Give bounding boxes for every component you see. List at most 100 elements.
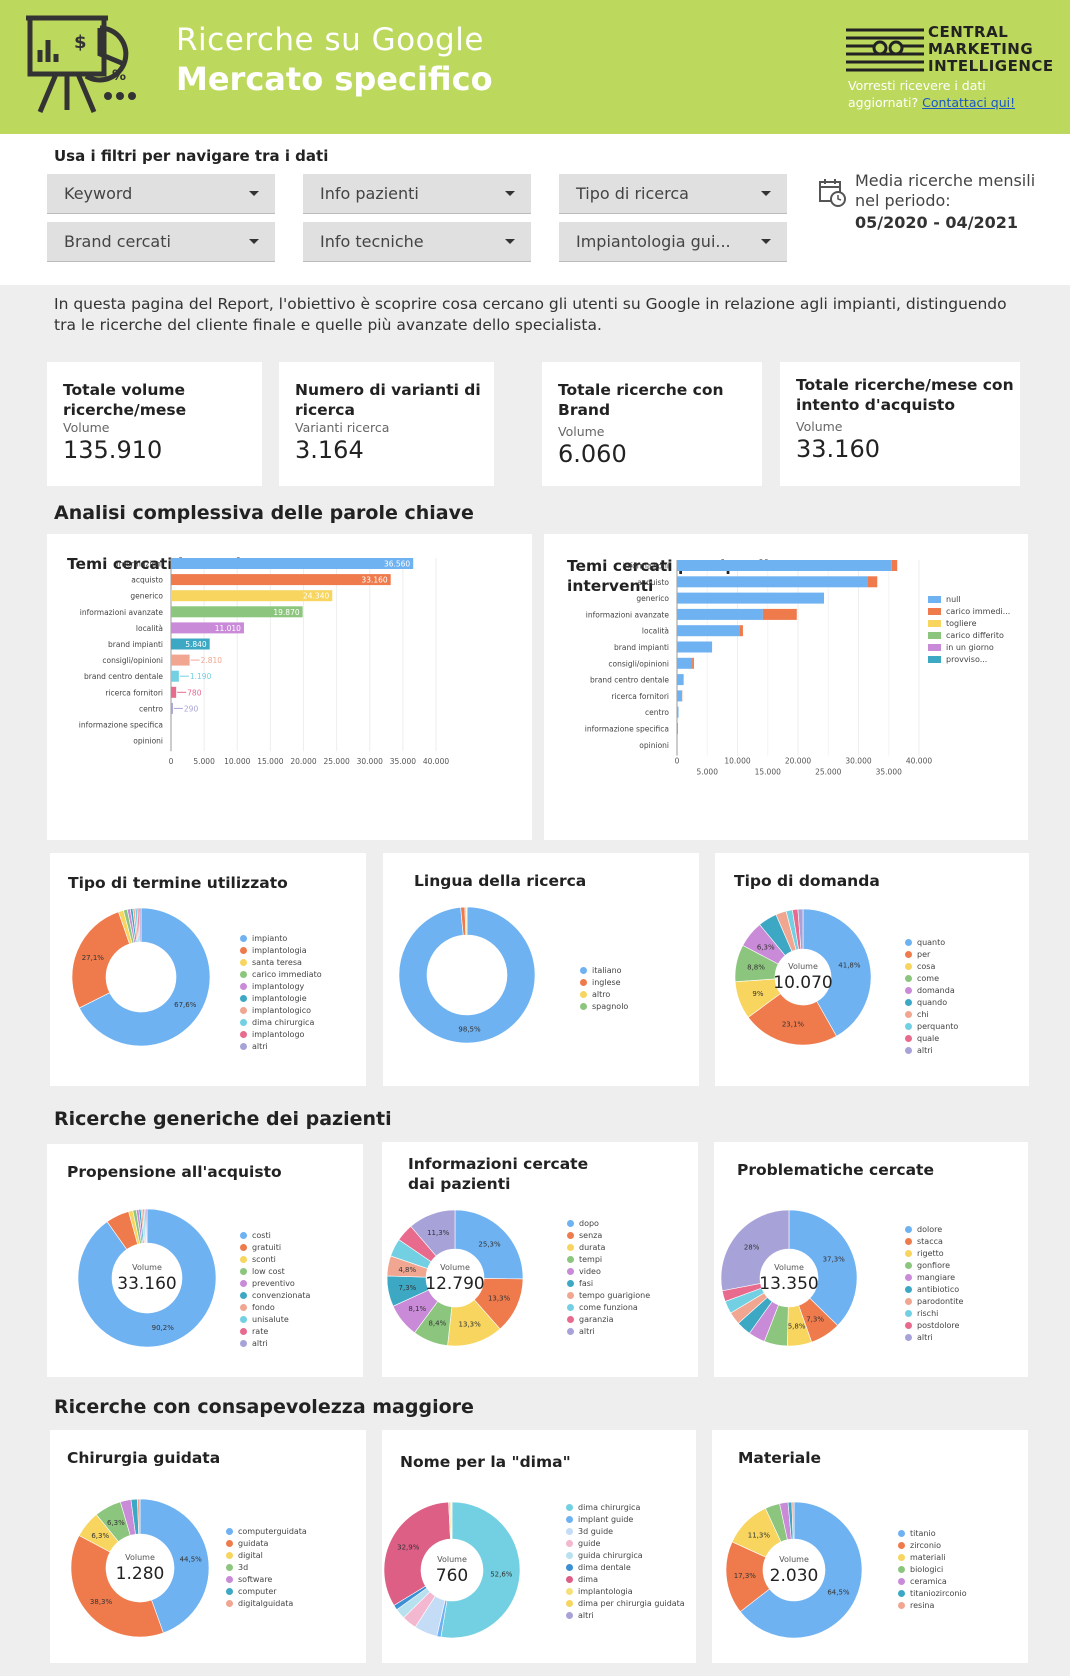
stacked-bar-segment	[739, 625, 743, 637]
legend-item: carico immedi...	[928, 606, 1023, 618]
legend-swatch	[928, 644, 941, 651]
legend-swatch	[566, 1528, 573, 1535]
category-label: consigli/opinioni	[608, 659, 669, 668]
legend-label: dima chirurgica	[252, 1018, 315, 1027]
category-label: brand impianti	[614, 643, 669, 652]
category-label: brand centro dentale	[84, 672, 163, 681]
legend-item: low cost	[240, 1266, 360, 1278]
section-title: Ricerche generiche dei pazienti	[54, 1108, 392, 1130]
legend-item: 3d	[226, 1562, 356, 1574]
legend-label: impianto	[252, 934, 288, 943]
stacked-bar-segment	[677, 657, 693, 669]
legend-item: guide	[566, 1538, 691, 1550]
intro-text: In questa pagina del Report, l'obiettivo…	[54, 295, 1007, 334]
slice-percent-label: 17,3%	[734, 1572, 757, 1580]
x-tick-label: 15.000	[755, 768, 781, 777]
x-tick-label: 40.000	[906, 757, 932, 766]
bar	[171, 590, 333, 602]
legend-swatch	[905, 939, 912, 946]
contact-cta: Vorresti ricevere i dati aggiornati? Con…	[848, 77, 1048, 111]
bar-value-label: 780	[187, 688, 202, 697]
legend-label: altro	[592, 990, 611, 999]
legend-swatch	[898, 1566, 905, 1573]
legend-label: dima chirurgica	[578, 1503, 641, 1512]
legend-item: ceramica	[898, 1576, 1023, 1588]
filter-impiantologia[interactable]: Impiantologia gui...	[559, 222, 787, 262]
bar-value-label: 24.340	[303, 592, 329, 601]
chart-title: Chirurgia guidata	[67, 1449, 221, 1467]
legend-swatch	[905, 1226, 912, 1233]
donut-slice	[720, 1209, 790, 1292]
legend-swatch	[240, 1304, 247, 1311]
slice-percent-label: 64,5%	[827, 1588, 850, 1596]
legend-label: come funziona	[579, 1303, 638, 1312]
legend-label: chi	[917, 1010, 929, 1019]
category-label: località	[136, 624, 163, 633]
center-value: 760	[436, 1566, 468, 1586]
caret-down-icon	[505, 191, 515, 196]
legend-item: in un giorno	[928, 642, 1023, 654]
slice-percent-label: 37,3%	[823, 1256, 846, 1264]
slice-percent-label: 9%	[752, 990, 763, 998]
chart-legend: dima chirurgica implant guide 3d guide guid…	[566, 1502, 691, 1622]
legend-swatch	[905, 1238, 912, 1245]
filter-keyword[interactable]: Keyword	[47, 174, 275, 214]
center-label: Volume	[440, 1263, 470, 1272]
center-label: Volume	[779, 1555, 809, 1564]
cmi-logo-icon	[846, 28, 924, 72]
slice-percent-label: 6,3%	[107, 1519, 125, 1527]
legend-swatch	[566, 1588, 573, 1595]
filter-brand-cercati[interactable]: Brand cercati	[47, 222, 275, 262]
x-tick-label: 20.000	[290, 757, 316, 766]
kpi-card-intento: Totale ricerche/mese con intento d'acqui…	[780, 362, 1020, 486]
kpi-title: Totale ricerche/mese con intento d'acqui…	[796, 376, 1014, 414]
legend-label: antibiotico	[917, 1285, 960, 1294]
legend-item: implantologie	[240, 993, 360, 1005]
slice-percent-label: 13,3%	[488, 1295, 511, 1303]
legend-item: guida chirurgica	[566, 1550, 691, 1562]
legend-item: rischi	[905, 1308, 1015, 1320]
legend-label: guidata	[238, 1539, 269, 1548]
bar	[171, 638, 210, 650]
legend-label: implant guide	[578, 1515, 634, 1524]
bar-value-label: 36.560	[384, 560, 410, 569]
legend-swatch	[566, 1552, 573, 1559]
bar	[171, 654, 190, 666]
x-tick-label: 25.000	[815, 768, 841, 777]
slice-percent-label: 5,8%	[788, 1322, 806, 1330]
category-label: informazioni avanzate	[80, 608, 164, 617]
chart-title: Propensione all'acquisto	[67, 1163, 282, 1181]
category-label: località	[642, 627, 669, 636]
legend-item: cosa	[905, 961, 1015, 973]
chart-card-lingua: Lingua della ricerca 98,5% italiano ingle…	[383, 853, 699, 1086]
calendar-clock-icon	[819, 179, 846, 207]
x-tick-label: 10.000	[224, 757, 250, 766]
stacked-bar-segment	[677, 592, 825, 604]
filter-info-tecniche[interactable]: Info tecniche	[303, 222, 531, 262]
chart-title: Tipo di domanda	[734, 872, 880, 890]
chart-card-temi-interventi: Temi cercati per tipo di interventi 0 10.…	[544, 534, 1028, 840]
legend-item: digital	[226, 1550, 356, 1562]
donut-chart-propensione: 90,2% Volume 33.160	[77, 1208, 217, 1348]
legend-item: tempi	[567, 1254, 692, 1266]
filter-info-pazienti[interactable]: Info pazienti	[303, 174, 531, 214]
legend-swatch	[580, 1003, 587, 1010]
kpi-card-volume: Totale volume ricerche/mese Volume 135.9…	[47, 362, 262, 486]
legend-item: unisalute	[240, 1314, 360, 1326]
filter-tipo-ricerca[interactable]: Tipo di ricerca	[559, 174, 787, 214]
category-label: ricerca fornitori	[611, 692, 669, 701]
chart-legend: computerguidata guidata digital 3d software c…	[226, 1526, 356, 1610]
bar-value-label: 5.840	[185, 640, 207, 649]
svg-text:%: %	[112, 68, 126, 84]
chart-legend: dolore stacca rigetto gonfiore mangiare antib…	[905, 1224, 1015, 1344]
legend-label: guide	[578, 1539, 601, 1548]
category-label: centro	[139, 704, 163, 713]
legend-item: materiali	[898, 1552, 1023, 1564]
legend-item: santa teresa	[240, 957, 360, 969]
legend-label: come	[917, 974, 940, 983]
legend-label: null	[946, 595, 961, 604]
legend-swatch	[905, 1298, 912, 1305]
donut-slice	[791, 1501, 795, 1540]
contact-link[interactable]: Contattaci qui!	[922, 95, 1016, 110]
legend-label: guida chirurgica	[578, 1551, 643, 1560]
